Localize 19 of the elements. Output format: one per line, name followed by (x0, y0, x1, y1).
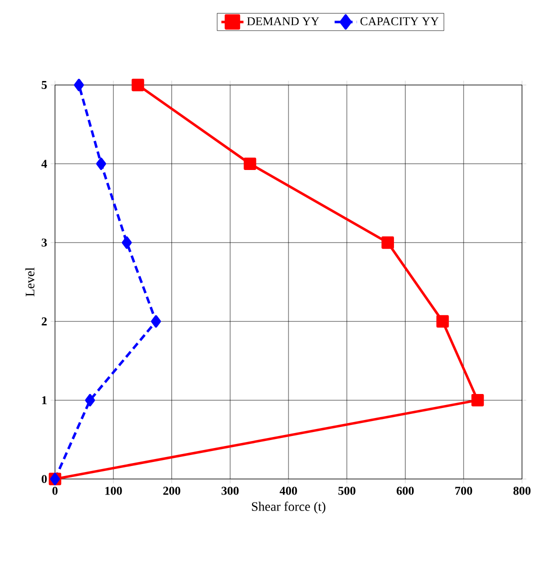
x-tick-label: 500 (338, 486, 356, 495)
x-tick-label: 800 (513, 486, 530, 495)
y-tick-label: 0 (42, 474, 47, 484)
legend-label: DEMAND YY (246, 17, 319, 26)
y-tick-label: 4 (41, 160, 47, 168)
x-axis-title: Shear force (t) (252, 502, 326, 514)
x-tick-label: 200 (163, 486, 180, 495)
x-tick-label: 100 (105, 486, 122, 495)
legend-label: CAPACITY YY (360, 17, 438, 26)
y-axis-title: Level (25, 268, 34, 296)
x-tick-label: 700 (455, 486, 472, 495)
y-tick-label: 3 (42, 238, 47, 247)
x-tick-label: 600 (396, 486, 414, 495)
y-tick-label: 2 (42, 317, 47, 326)
x-tick-label: 0 (52, 486, 58, 495)
x-tick-label: 400 (280, 486, 297, 495)
x-tick-label: 300 (221, 486, 238, 495)
y-tick-label: 5 (42, 81, 47, 89)
y-tick-label: 1 (42, 396, 46, 404)
